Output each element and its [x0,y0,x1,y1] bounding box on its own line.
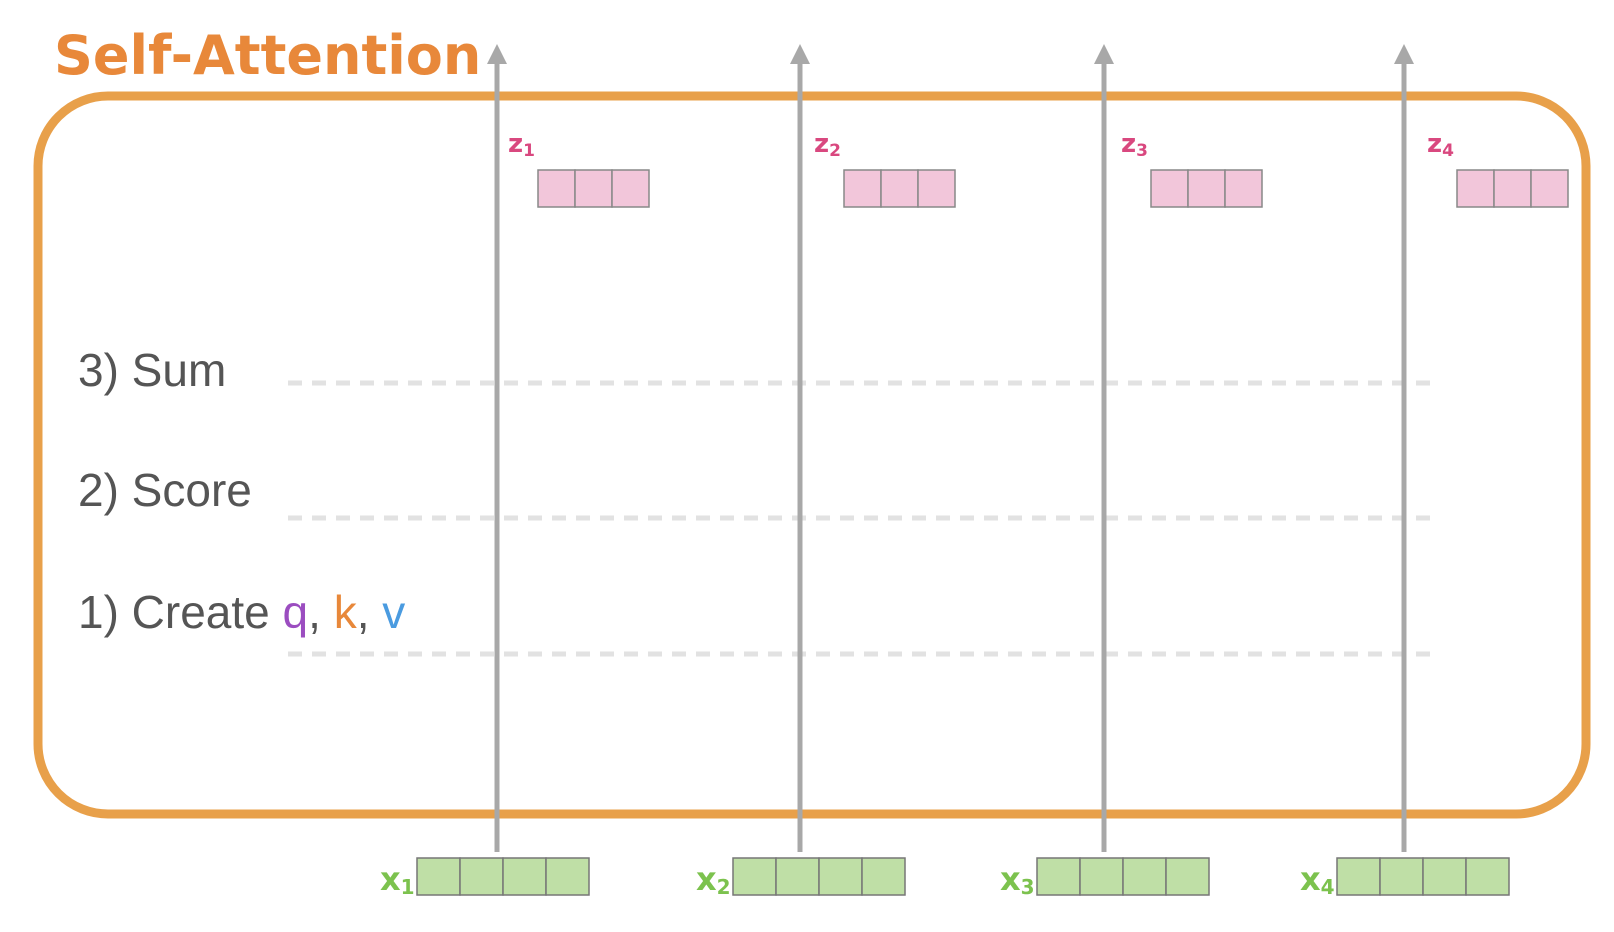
q-label: q [283,586,309,638]
v-label: v [382,586,405,638]
x4-cell [1465,857,1510,896]
z3-cell [1150,169,1189,208]
z2-cell [880,169,919,208]
up-arrow-head-icon [790,44,810,64]
x1-label: x1 [380,860,415,899]
step-score-label: 2) Score [78,464,252,516]
output-vector-z4: z4 [1427,129,1569,208]
z2-label: z2 [814,129,841,161]
x4-cell [1336,857,1381,896]
x1-cell [502,857,547,896]
up-arrow-head-icon [487,44,507,64]
x2-cell [861,857,906,896]
k-label: k [334,586,358,638]
input-vector-x2: x2 [696,857,906,899]
x3-cell [1079,857,1124,896]
x1-cell [459,857,504,896]
diagram-title: Self-Attention [54,24,481,87]
output-vectors: z1 z2 z3 z4 [508,129,1569,208]
x2-label: x2 [696,860,731,899]
up-arrow-head-icon [1394,44,1414,64]
x3-cell [1165,857,1210,896]
z1-cell [611,169,650,208]
z1-cell [574,169,613,208]
x3-cell [1122,857,1167,896]
z3-label: z3 [1121,129,1148,161]
flow-arrows [487,44,1414,852]
x2-cell [818,857,863,896]
output-vector-z3: z3 [1121,129,1263,208]
z2-cell [917,169,956,208]
input-vector-x1: x1 [380,857,590,899]
input-vectors: x1 x2 x3 x4 [380,857,1510,899]
step-create-label: 1) Create q, k, v [78,586,405,638]
x2-cell [775,857,820,896]
step-separators [288,380,1430,657]
input-vector-x4: x4 [1300,857,1510,899]
x4-cell [1422,857,1467,896]
z4-label: z4 [1427,129,1454,161]
x2-cell [732,857,777,896]
z4-cell [1493,169,1532,208]
z4-cell [1456,169,1495,208]
x4-label: x4 [1300,860,1335,899]
input-vector-x3: x3 [1000,857,1210,899]
up-arrow-head-icon [1094,44,1114,64]
x1-cell [545,857,590,896]
z1-label: z1 [508,129,535,161]
x4-cell [1379,857,1424,896]
z3-cell [1224,169,1263,208]
z1-cell [537,169,576,208]
step-create-prefix: 1) Create [78,586,283,638]
output-vector-z1: z1 [508,129,650,208]
z3-cell [1187,169,1226,208]
x1-cell [416,857,461,896]
output-vector-z2: z2 [814,129,956,208]
separator-1: , [308,586,334,638]
x3-label: x3 [1000,860,1035,899]
step-sum-label: 3) Sum [78,344,226,396]
x3-cell [1036,857,1081,896]
separator-2: , [357,586,383,638]
self-attention-block [33,91,1591,819]
z2-cell [843,169,882,208]
z4-cell [1530,169,1569,208]
